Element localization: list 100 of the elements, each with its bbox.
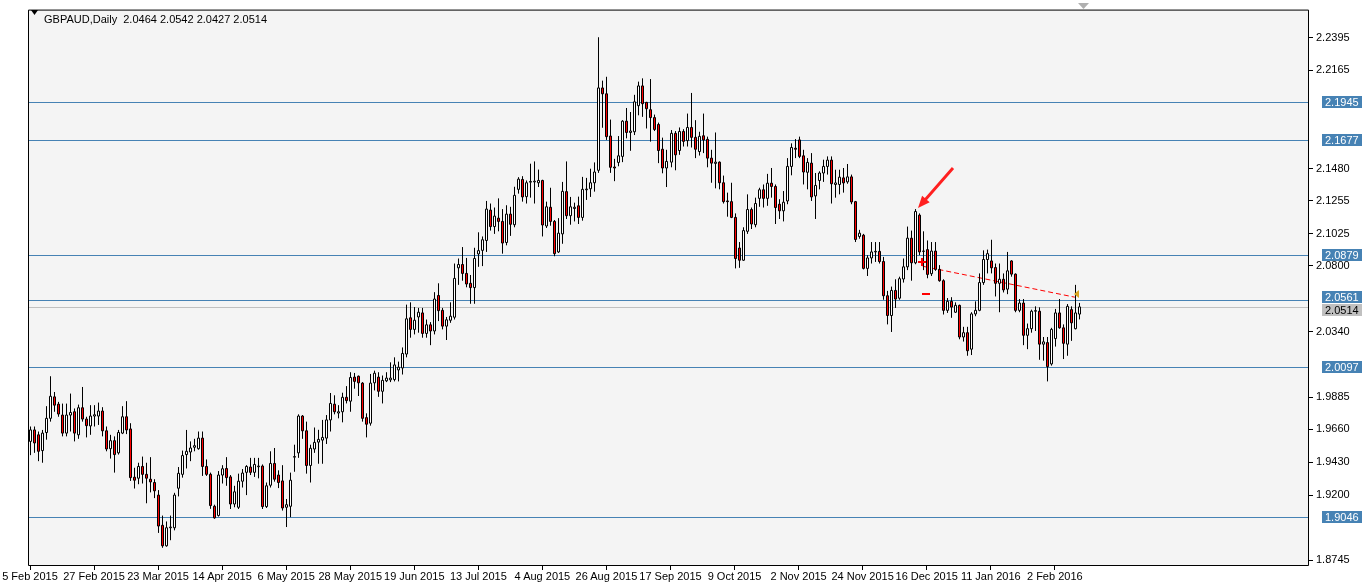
candlestick (37, 431, 40, 462)
ref-line-label: 2.0879 (1325, 248, 1359, 261)
y-tick-label: 1.8745 (1316, 553, 1350, 566)
candlestick (950, 296, 953, 319)
candlestick (698, 131, 701, 157)
x-tick-label: 16 Dec 2015 (895, 569, 958, 582)
candlestick (694, 119, 697, 159)
candlestick (774, 183, 777, 225)
y-tick-label: 2.2165 (1316, 63, 1350, 76)
candlestick (141, 456, 144, 485)
candlestick (273, 447, 276, 483)
y-tick-label: 1.9430 (1316, 455, 1350, 468)
candlestick (665, 149, 668, 188)
candlestick (830, 155, 833, 205)
candlestick (349, 371, 352, 413)
candlestick (149, 456, 152, 493)
x-tick-label: 4 Aug 2015 (514, 569, 571, 582)
candlestick (341, 392, 344, 423)
x-tick-label: 17 Sep 2015 (639, 569, 702, 582)
candlestick (686, 113, 689, 148)
candlestick (413, 306, 416, 335)
candlestick (998, 263, 1001, 313)
candlestick (842, 167, 845, 194)
candlestick (137, 462, 140, 485)
y-tick-label: 2.2395 (1316, 30, 1350, 43)
candlestick (457, 258, 460, 286)
candlestick (389, 361, 392, 383)
ref-line-label: 2.0514 (1325, 303, 1359, 316)
candlestick (153, 478, 156, 499)
candlestick (165, 520, 168, 548)
candlestick (818, 170, 821, 190)
candlestick (393, 356, 396, 382)
candlestick (1070, 305, 1073, 342)
chart-title: GBPAUD,Daily 2.0464 2.0542 2.0427 2.0514 (44, 12, 268, 25)
ref-line-label: 2.0097 (1325, 360, 1359, 373)
candlestick (465, 257, 468, 288)
candlestick (674, 130, 677, 171)
candlestick (417, 307, 420, 334)
x-tick-label: 26 Aug 2015 (575, 569, 638, 582)
candlestick (381, 375, 384, 404)
candlestick (589, 168, 592, 198)
x-tick-label: 24 Nov 2015 (831, 569, 894, 582)
candlestick (750, 207, 753, 230)
y-tick-label: 1.9200 (1316, 488, 1350, 501)
candlestick (782, 190, 785, 222)
y-tick-label: 2.1480 (1316, 161, 1350, 174)
x-tick-label: 5 Feb 2015 (2, 569, 58, 582)
candlestick (525, 179, 528, 205)
candlestick (477, 231, 480, 268)
candlestick (69, 393, 72, 433)
candlestick (758, 187, 761, 208)
candlestick (189, 440, 192, 462)
candlestick (245, 464, 248, 496)
candlestick (533, 160, 536, 205)
candlestick (493, 207, 496, 235)
x-tick-label: 13 Jul 2015 (449, 569, 507, 582)
candlestick (109, 434, 112, 460)
candlestick (61, 403, 64, 437)
candlestick (113, 435, 116, 474)
y-tick-label: 1.9885 (1316, 390, 1350, 403)
candlestick (754, 197, 757, 228)
candlestick (529, 163, 532, 199)
ref-line-label: 2.1945 (1325, 95, 1359, 108)
candlestick (641, 77, 644, 118)
x-tick-label: 27 Feb 2015 (63, 569, 125, 582)
x-tick-label: 9 Oct 2015 (707, 569, 762, 582)
candlestick (766, 173, 769, 207)
y-tick-label: 2.0340 (1316, 324, 1350, 337)
candlestick (573, 202, 576, 222)
candlestick (461, 246, 464, 282)
candlestick (678, 126, 681, 156)
y-tick-label: 2.0800 (1316, 258, 1350, 271)
x-tick-label: 2 Nov 2015 (770, 569, 827, 582)
candlestick (870, 241, 873, 265)
candlestick (874, 241, 877, 263)
ref-line-label: 2.0561 (1325, 290, 1359, 303)
candlestick (838, 169, 841, 195)
candlestick (1006, 251, 1009, 295)
candlestick (690, 92, 693, 149)
candlestick (73, 407, 76, 442)
candlestick (521, 175, 524, 203)
x-tick-label: 11 Jan 2016 (960, 569, 1021, 582)
candlestick (421, 307, 424, 339)
y-tick-label: 2.1025 (1316, 226, 1350, 239)
y-tick-label: 1.9660 (1316, 422, 1350, 435)
candlestick (65, 403, 68, 437)
candlestick (593, 161, 596, 193)
candlestick (1002, 272, 1005, 293)
candlestick (377, 371, 380, 398)
x-tick-label: 14 Apr 2015 (192, 569, 252, 582)
x-tick-label: 19 Jun 2015 (384, 569, 445, 582)
candlestick (293, 444, 296, 473)
candlestick (649, 78, 652, 143)
candlestick (89, 404, 92, 436)
candlestick (93, 404, 96, 428)
x-tick-label: 2 Feb 2016 (1026, 569, 1083, 582)
candlestick (762, 183, 765, 209)
candlestick (33, 426, 36, 454)
candlestick (706, 136, 709, 168)
x-tick-label: 28 May 2015 (318, 569, 383, 582)
